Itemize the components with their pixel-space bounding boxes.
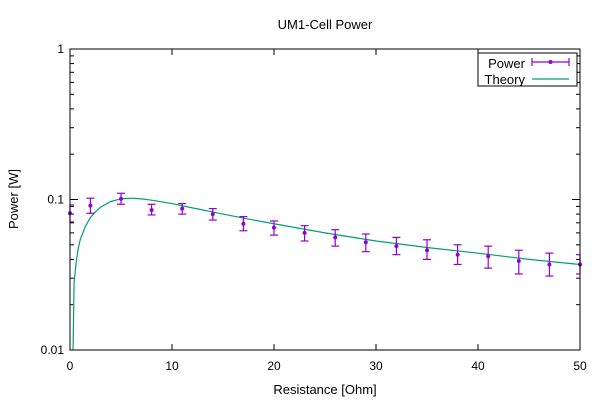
theory-series bbox=[72, 197, 581, 351]
x-tick-label: 0 bbox=[67, 359, 74, 373]
power-data-point bbox=[270, 220, 278, 236]
x-tick-label: 50 bbox=[573, 359, 587, 373]
legend-box bbox=[477, 52, 578, 87]
point-marker bbox=[516, 259, 521, 264]
power-data-point bbox=[147, 203, 156, 216]
x-tick-label: 30 bbox=[369, 359, 383, 373]
point-marker bbox=[88, 203, 93, 208]
power-data-point bbox=[178, 202, 187, 215]
point-marker bbox=[210, 212, 215, 217]
x-tick-label: 20 bbox=[267, 359, 281, 373]
power-data-point bbox=[423, 239, 431, 260]
point-marker bbox=[302, 230, 307, 235]
point-marker bbox=[363, 240, 368, 245]
point-marker bbox=[180, 206, 185, 211]
power-data-point bbox=[361, 233, 370, 253]
point-marker bbox=[394, 244, 399, 249]
legend-marker-power bbox=[531, 58, 570, 66]
point-marker bbox=[241, 221, 246, 226]
x-tick-label: 40 bbox=[471, 359, 485, 373]
legend-label-power: Power bbox=[488, 56, 526, 71]
y-axis-label: Power [W] bbox=[6, 169, 21, 229]
y-tick-label: 1 bbox=[57, 42, 64, 56]
power-data-point bbox=[86, 197, 95, 214]
x-tick-label: 10 bbox=[165, 359, 179, 373]
y-tick-label: 0.01 bbox=[41, 343, 65, 357]
power-data-point bbox=[208, 208, 217, 221]
point-marker bbox=[333, 235, 338, 240]
legend: Power Theory bbox=[477, 52, 578, 87]
y-tick-label: 0.1 bbox=[47, 193, 64, 207]
point-marker bbox=[425, 248, 429, 253]
legend-label-theory: Theory bbox=[485, 72, 526, 87]
power-data-point bbox=[392, 236, 401, 256]
theory-line bbox=[72, 197, 581, 351]
power-data-point bbox=[331, 229, 340, 247]
x-axis-label: Resistance [Ohm] bbox=[273, 382, 376, 397]
power-data-point bbox=[300, 225, 309, 242]
point-marker bbox=[455, 252, 460, 257]
point-marker bbox=[119, 196, 123, 201]
point-marker bbox=[486, 254, 491, 259]
axis-ticks: 0 10 20 30 40 50 0.01 0.1 1 bbox=[41, 42, 587, 373]
point-marker bbox=[272, 225, 276, 230]
power-series bbox=[68, 192, 582, 277]
power-data-point bbox=[453, 244, 462, 266]
plot-frame bbox=[69, 48, 581, 351]
power-data-point bbox=[117, 192, 125, 205]
point-marker bbox=[149, 208, 154, 213]
power-data-point bbox=[68, 204, 74, 223]
power-data-point bbox=[545, 252, 554, 277]
power-data-point bbox=[484, 245, 493, 269]
power-data-point bbox=[514, 249, 523, 275]
power-data-point bbox=[239, 215, 248, 232]
point-marker bbox=[547, 262, 552, 267]
chart-title: UM1-Cell Power bbox=[278, 17, 373, 32]
